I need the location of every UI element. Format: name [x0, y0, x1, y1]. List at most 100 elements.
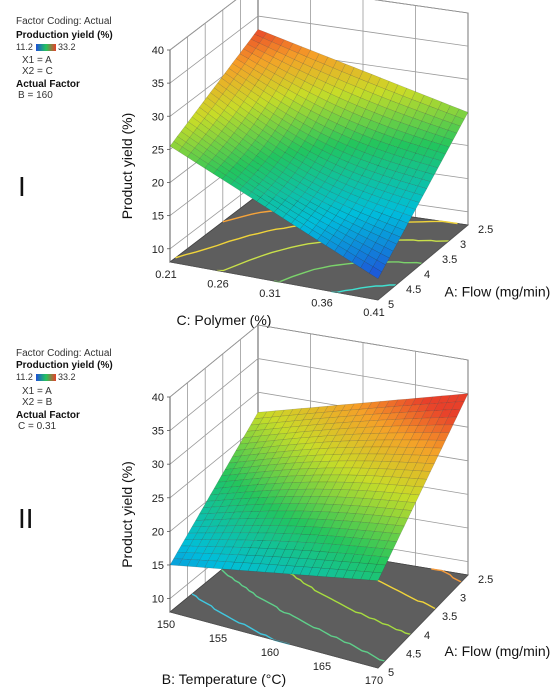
z-gridline [169, 324, 469, 398]
response-surface [169, 393, 469, 581]
surface-facet [398, 509, 413, 519]
y-axis-line [169, 261, 379, 301]
z-axis-title: Product yield (%) [119, 461, 135, 568]
surface-facet [451, 115, 465, 127]
z-tick-label: 30 [152, 111, 164, 123]
x-tick-label: 3.5 [442, 254, 457, 266]
z-tick-label: 25 [152, 493, 164, 505]
panel-1-response: Production yield (%) [16, 30, 113, 41]
y-tick-label: 155 [209, 633, 227, 645]
y-axis-title: C: Polymer (%) [177, 312, 272, 328]
surface-facet [428, 447, 443, 457]
surface-facet [368, 571, 383, 581]
contour-line [191, 593, 290, 645]
contour-line [331, 284, 396, 294]
panel-2-colorbar [36, 374, 56, 381]
panel-2-label: II [18, 503, 34, 534]
surface-facet [436, 144, 450, 155]
x-axis-line [377, 224, 469, 301]
y-tick-label: 165 [313, 661, 331, 673]
surface-facet [376, 556, 390, 566]
panel-1-actual-factor-title: Actual Factor [16, 79, 80, 90]
z-tick-label: 35 [152, 78, 164, 90]
x-tick-label: 4.5 [406, 648, 421, 660]
panel-2-scale-max: 33.2 [58, 372, 76, 382]
x-axis-line [377, 574, 469, 669]
y-tick-label: 150 [157, 619, 175, 631]
panel-2-scale-min: 11.2 [16, 372, 33, 382]
panel-1-x2: X2 = C [22, 66, 53, 77]
z-gridline [169, 358, 469, 431]
surface-facet [447, 122, 461, 134]
panel-2-x1: X1 = A [22, 386, 52, 397]
panel-2-response: Production yield (%) [16, 360, 113, 371]
contour-floor [169, 539, 469, 669]
surface-facet [395, 219, 409, 231]
y-tick-label: 0.31 [259, 288, 280, 300]
surface-facet [376, 253, 390, 266]
z-tick-label: 20 [152, 178, 164, 190]
y-tick-label: 0.41 [363, 307, 384, 319]
x-tick-label: 2.5 [478, 224, 493, 236]
z-gridline [169, 15, 469, 84]
surface-facet [413, 478, 428, 488]
z-axis-title: Product yield (%) [119, 113, 135, 220]
panel-1-colorbar [36, 44, 56, 51]
panel-1-scale-max: 33.2 [58, 42, 76, 52]
x-tick-label: 4 [424, 630, 430, 642]
y-tick-label: 0.26 [207, 279, 228, 291]
x-axis-title: A: Flow (mg/min) [445, 283, 550, 299]
x-tick-label: 3 [460, 239, 466, 251]
surface-plot-2: 10 15 20 25 30 35 40 150 155 160 165 170 2.5 33.5 44.5… [119, 324, 550, 687]
z-tick-label: 10 [152, 244, 164, 256]
z-tick-label: 25 [152, 144, 164, 156]
x-tick-label: 5 [388, 667, 394, 679]
z-tick-label: 40 [152, 45, 164, 57]
surface-facet [417, 178, 431, 189]
contour-line [431, 568, 462, 583]
surface-facet [444, 129, 458, 141]
x-tick-label: 2.5 [478, 574, 493, 586]
surface-facet [455, 108, 469, 120]
panel-1-coding: Factor Coding: Actual [16, 16, 112, 27]
axes: 10 15 20 25 30 35 40 0.21 0.26 0.31 0.36 0.41 2.5 33.… [119, 45, 550, 328]
surface-facet [410, 486, 424, 496]
x-tick-label: 3.5 [442, 611, 457, 623]
panel-1-header: Factor Coding: Actual Production yield (… [16, 16, 113, 101]
z-tick-label: 30 [152, 459, 164, 471]
z-tick-label: 15 [152, 211, 164, 223]
surface-facet [369, 266, 383, 280]
panel-2-actual-factor-value: C = 0.31 [18, 421, 57, 432]
y-tick-label: 160 [261, 647, 279, 659]
panel-1-label: I [18, 171, 26, 202]
z-tick-label: 35 [152, 426, 164, 438]
x-tick-label: 3 [460, 593, 466, 605]
surface-facet [414, 185, 428, 196]
x-tick-label: 5 [388, 299, 394, 311]
surface-facet [391, 226, 405, 238]
y-axis-line [169, 611, 379, 669]
x-axis-title: A: Flow (mg/min) [445, 643, 550, 659]
z-tick-label: 10 [152, 594, 164, 606]
surface-facet [399, 213, 413, 224]
axes: 10 15 20 25 30 35 40 150 155 160 165 170 2.5 33.5 44.5… [119, 392, 550, 687]
contour-line [221, 569, 385, 662]
response-surface [169, 29, 469, 280]
y-tick-label: 0.21 [155, 269, 176, 281]
surface-facet [429, 158, 443, 169]
panel-2-coding: Factor Coding: Actual [16, 348, 112, 359]
y-axis-title: B: Temperature (°C) [162, 671, 286, 687]
z-gridline [169, 0, 469, 51]
panel-2-header: Factor Coding: Actual Production yield (… [16, 348, 113, 432]
panel-2-x2: X2 = B [22, 397, 53, 408]
panel-1-scale-min: 11.2 [16, 42, 33, 52]
panel-2-actual-factor-title: Actual Factor [16, 410, 80, 421]
z-tick-label: 40 [152, 392, 164, 404]
y-tick-label: 0.36 [311, 298, 332, 310]
x-tick-label: 4.5 [406, 284, 421, 296]
surface-facet [384, 239, 398, 252]
surface-facet [383, 540, 398, 550]
x-tick-label: 4 [424, 269, 430, 281]
z-tick-label: 20 [152, 526, 164, 538]
